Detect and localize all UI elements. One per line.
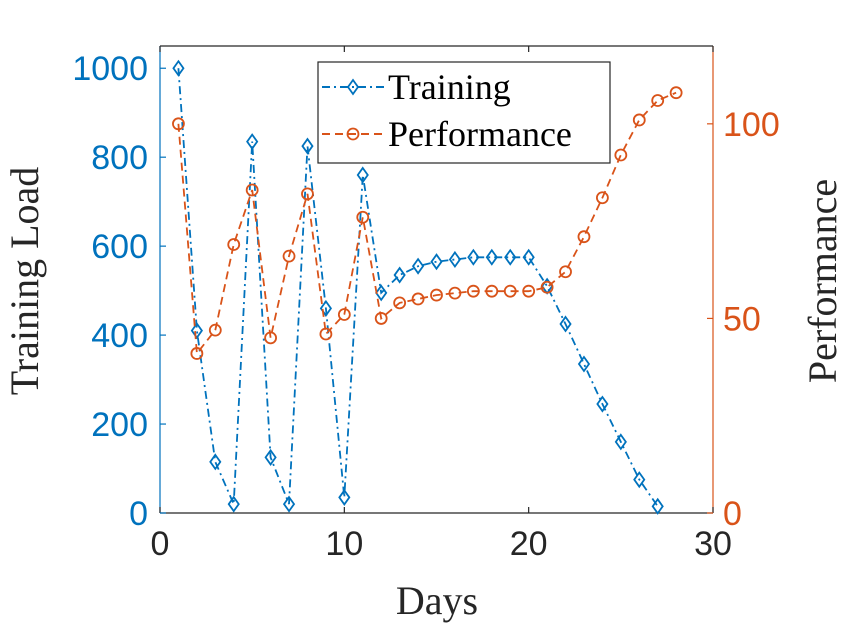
data-point-performance: [503, 284, 517, 298]
data-point-training: [577, 355, 591, 373]
y-axis-label-right: Performance: [800, 179, 845, 383]
data-point-performance: [301, 187, 314, 201]
data-point-performance: [669, 86, 683, 100]
data-point-training: [282, 495, 296, 513]
data-point-performance: [190, 347, 204, 360]
data-point-training: [411, 257, 425, 275]
data-point-performance: [264, 331, 278, 345]
data-point-performance: [393, 296, 407, 310]
data-point-training: [522, 248, 535, 266]
y-right-tick-label: 50: [723, 300, 761, 338]
data-point-training: [209, 453, 222, 471]
data-point-training: [227, 495, 240, 513]
x-tick-label: 30: [694, 525, 732, 563]
data-point-training: [485, 248, 498, 266]
x-tick-label: 20: [510, 525, 548, 563]
data-point-performance: [559, 265, 572, 279]
data-point-performance: [356, 210, 370, 224]
data-point-performance: [227, 238, 241, 251]
y-left-tick-label: 1000: [72, 50, 148, 88]
data-point-training: [504, 248, 517, 266]
data-point-performance: [540, 280, 554, 294]
y-left-tick-label: 200: [91, 406, 148, 444]
legend-marker-performance: [346, 127, 360, 141]
data-point-training: [319, 299, 333, 317]
data-point-performance: [337, 308, 351, 321]
y-axis-label-left: Training Load: [2, 167, 47, 396]
data-point-performance: [466, 284, 480, 298]
data-point-performance: [430, 288, 443, 302]
data-point-training: [338, 488, 351, 506]
legend-box: [317, 61, 611, 164]
y-left-tick-label: 0: [129, 495, 148, 533]
y-left-tick-label: 800: [91, 139, 148, 177]
data-point-training: [301, 137, 314, 155]
data-point-performance: [522, 284, 536, 298]
data-point-training: [375, 284, 388, 302]
data-point-training: [264, 448, 277, 466]
data-point-training: [467, 248, 480, 266]
legend-label-performance: Performance: [388, 114, 572, 154]
data-point-training: [559, 315, 572, 333]
data-point-performance: [172, 117, 185, 131]
data-point-performance: [651, 94, 665, 107]
data-point-training: [448, 250, 462, 269]
legend: Training Performance: [317, 61, 611, 164]
data-point-training: [246, 133, 259, 151]
y-right-tick-label: 0: [723, 495, 742, 533]
axes-group: [159, 45, 714, 514]
legend-marker-training: [346, 78, 360, 96]
data-point-performance: [632, 113, 646, 127]
data-point-performance: [319, 327, 333, 341]
data-point-training: [393, 266, 406, 284]
data-point-performance: [614, 148, 628, 162]
x-tick-label: 0: [151, 525, 170, 563]
x-axis-label: Days: [396, 578, 478, 623]
data-point-performance: [485, 284, 499, 298]
y-left-tick-label: 600: [91, 228, 148, 266]
data-point-performance: [245, 183, 259, 197]
data-point-performance: [282, 249, 296, 263]
data-point-training: [614, 433, 627, 451]
data-point-performance: [208, 323, 222, 337]
data-point-training: [190, 322, 203, 340]
series-line-performance: [177, 91, 677, 356]
plot-area: [172, 59, 683, 515]
data-point-performance: [411, 292, 425, 306]
data-point-training: [172, 59, 185, 77]
data-point-training: [651, 497, 664, 515]
legend-label-training: Training: [388, 67, 511, 107]
data-point-training: [356, 166, 369, 184]
data-point-performance: [448, 286, 462, 300]
x-tick-label: 10: [325, 525, 363, 563]
data-point-performance: [596, 191, 609, 205]
data-point-training: [596, 395, 609, 413]
y-left-tick-label: 400: [91, 317, 148, 355]
data-point-performance: [577, 230, 591, 244]
series-line-training: [177, 68, 659, 507]
data-point-training: [430, 253, 443, 271]
data-point-performance: [374, 312, 388, 325]
data-point-training: [633, 471, 646, 489]
y-right-tick-label: 100: [723, 106, 780, 144]
